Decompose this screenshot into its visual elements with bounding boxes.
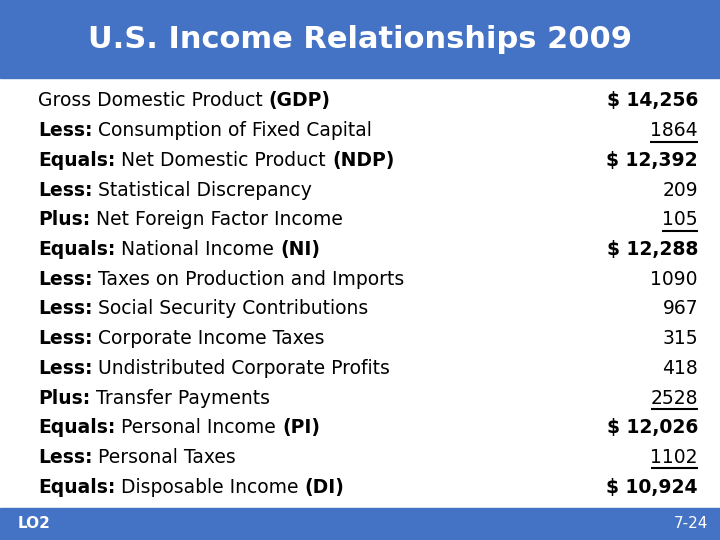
Text: (PI): (PI) xyxy=(282,418,320,437)
Text: Plus:: Plus: xyxy=(38,388,90,408)
Text: 2528: 2528 xyxy=(650,388,698,408)
Text: 967: 967 xyxy=(662,299,698,319)
Text: Taxes on Production and Imports: Taxes on Production and Imports xyxy=(92,269,405,289)
Text: 209: 209 xyxy=(662,180,698,199)
Text: Statistical Discrepancy: Statistical Discrepancy xyxy=(92,180,312,199)
Text: U.S. Income Relationships 2009: U.S. Income Relationships 2009 xyxy=(88,24,632,53)
Text: Less:: Less: xyxy=(38,269,92,289)
Text: National Income: National Income xyxy=(115,240,280,259)
Text: $ 12,392: $ 12,392 xyxy=(606,151,698,170)
Text: Disposable Income: Disposable Income xyxy=(115,478,305,497)
Text: 1090: 1090 xyxy=(650,269,698,289)
Text: Less:: Less: xyxy=(38,329,92,348)
Text: Gross Domestic Product: Gross Domestic Product xyxy=(38,91,269,110)
Text: $ 14,256: $ 14,256 xyxy=(607,91,698,110)
Text: Net Domestic Product: Net Domestic Product xyxy=(115,151,332,170)
Text: Plus:: Plus: xyxy=(38,210,90,229)
Text: $ 10,924: $ 10,924 xyxy=(606,478,698,497)
Text: (GDP): (GDP) xyxy=(269,91,330,110)
Text: Undistributed Corporate Profits: Undistributed Corporate Profits xyxy=(92,359,390,378)
Text: Transfer Payments: Transfer Payments xyxy=(90,388,270,408)
Text: LO2: LO2 xyxy=(18,516,51,531)
Text: 315: 315 xyxy=(662,329,698,348)
Text: Equals:: Equals: xyxy=(38,240,115,259)
Text: Equals:: Equals: xyxy=(38,151,115,170)
Text: (NI): (NI) xyxy=(280,240,320,259)
Text: 7-24: 7-24 xyxy=(674,516,708,531)
Bar xyxy=(0,0,720,78)
Text: Less:: Less: xyxy=(38,359,92,378)
Text: $ 12,288: $ 12,288 xyxy=(607,240,698,259)
Text: Less:: Less: xyxy=(38,121,92,140)
Text: Less:: Less: xyxy=(38,180,92,199)
Text: 418: 418 xyxy=(662,359,698,378)
Bar xyxy=(0,508,720,540)
Text: $ 12,026: $ 12,026 xyxy=(607,418,698,437)
Text: Corporate Income Taxes: Corporate Income Taxes xyxy=(92,329,325,348)
Text: Net Foreign Factor Income: Net Foreign Factor Income xyxy=(90,210,343,229)
Text: Personal Taxes: Personal Taxes xyxy=(92,448,236,467)
Text: (NDP): (NDP) xyxy=(332,151,395,170)
Text: Less:: Less: xyxy=(38,448,92,467)
Text: Equals:: Equals: xyxy=(38,478,115,497)
Text: 1864: 1864 xyxy=(650,121,698,140)
Text: 105: 105 xyxy=(662,210,698,229)
Text: Consumption of Fixed Capital: Consumption of Fixed Capital xyxy=(92,121,372,140)
Text: Personal Income: Personal Income xyxy=(115,418,282,437)
Text: (DI): (DI) xyxy=(305,478,345,497)
Text: 1102: 1102 xyxy=(650,448,698,467)
Text: Social Security Contributions: Social Security Contributions xyxy=(92,299,369,319)
Text: Equals:: Equals: xyxy=(38,418,115,437)
Text: Less:: Less: xyxy=(38,299,92,319)
